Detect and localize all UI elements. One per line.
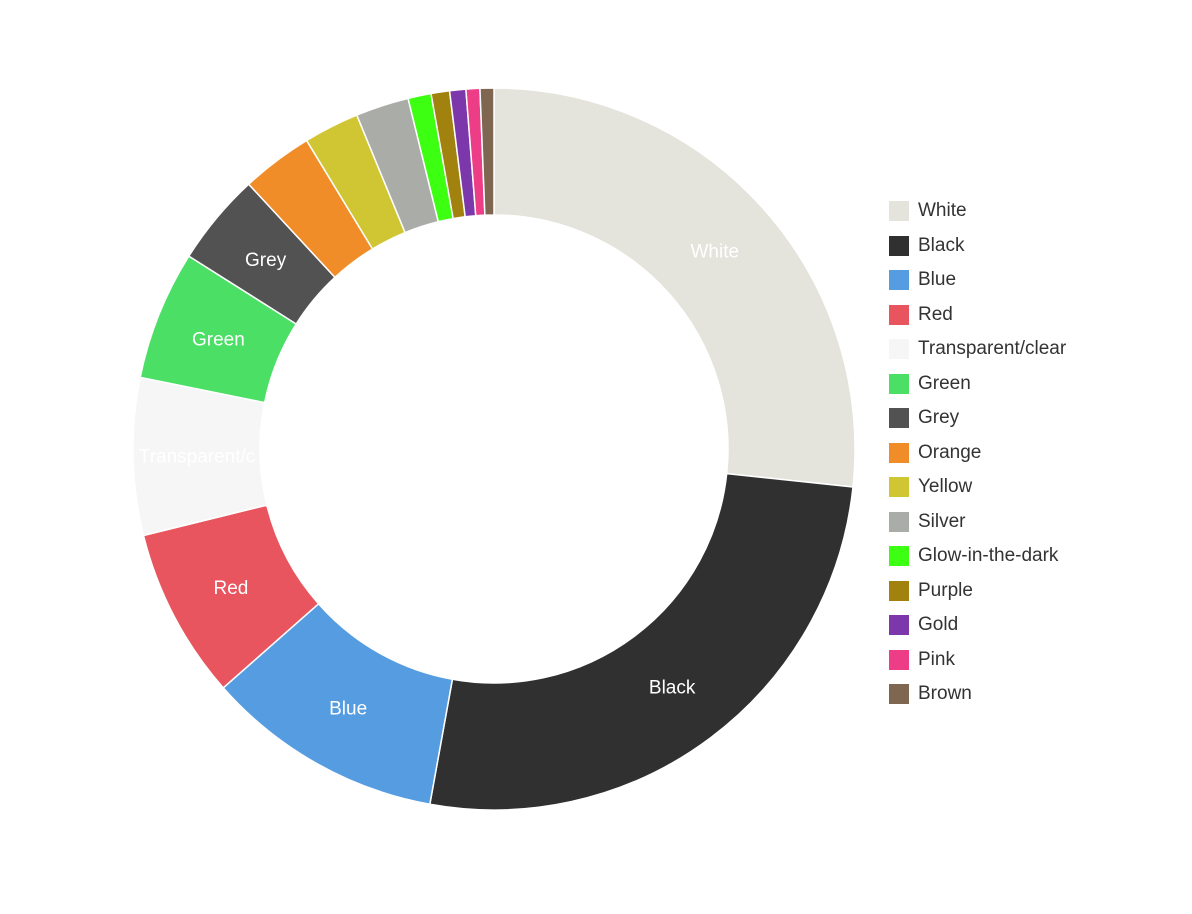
legend-label-transparent-clear: Transparent/clear [918, 338, 1067, 360]
slice-label-green: Green [192, 329, 245, 350]
legend-swatch-blue [889, 270, 909, 291]
legend-label-yellow: Yellow [918, 476, 973, 498]
legend-label-black: Black [918, 234, 965, 256]
slice-label-white: White [691, 241, 740, 262]
legend-item-green[interactable]: Green [889, 367, 1066, 402]
legend-label-grey: Grey [918, 407, 960, 429]
legend-item-yellow[interactable]: Yellow [889, 470, 1066, 505]
legend-swatch-brown [889, 684, 909, 705]
legend-swatch-purple [889, 580, 909, 601]
slice-label-blue: Blue [329, 699, 367, 720]
legend-item-glow-in-the-dark[interactable]: Glow-in-the-dark [889, 539, 1066, 574]
legend-label-silver: Silver [918, 510, 966, 532]
legend-swatch-green [889, 373, 909, 394]
legend-item-silver[interactable]: Silver [889, 505, 1066, 540]
legend-label-glow-in-the-dark: Glow-in-the-dark [918, 545, 1059, 567]
slice-label-red: Red [213, 578, 248, 599]
legend-item-white[interactable]: White [889, 194, 1066, 229]
slice-label-black: Black [649, 678, 696, 699]
legend-swatch-glow-in-the-dark [889, 546, 909, 567]
slice-label-grey: Grey [245, 250, 287, 271]
legend-item-pink[interactable]: Pink [889, 643, 1066, 678]
legend-label-gold: Gold [918, 614, 959, 636]
legend-item-transparent-clear[interactable]: Transparent/clear [889, 332, 1066, 367]
legend: White Black Blue Red Transparent/clear Green G… [889, 194, 1066, 712]
slice-brown[interactable] [479, 87, 495, 216]
legend-item-orange[interactable]: Orange [889, 436, 1066, 471]
legend-item-brown[interactable]: Brown [889, 677, 1066, 712]
legend-swatch-grey [889, 408, 909, 429]
legend-label-purple: Purple [918, 579, 973, 601]
legend-swatch-pink [889, 649, 909, 670]
legend-label-red: Red [918, 303, 953, 325]
legend-swatch-orange [889, 442, 909, 463]
legend-item-blue[interactable]: Blue [889, 263, 1066, 298]
legend-label-orange: Orange [918, 441, 982, 463]
legend-swatch-black [889, 235, 909, 256]
legend-label-brown: Brown [918, 683, 972, 705]
legend-item-gold[interactable]: Gold [889, 608, 1066, 643]
slice-black[interactable] [428, 472, 854, 811]
slice-label-transparent-clear: Transparent/c [139, 446, 256, 467]
legend-swatch-silver [889, 511, 909, 532]
legend-item-purple[interactable]: Purple [889, 574, 1066, 609]
legend-item-grey[interactable]: Grey [889, 401, 1066, 436]
legend-item-black[interactable]: Black [889, 229, 1066, 264]
legend-label-pink: Pink [918, 648, 955, 670]
legend-swatch-transparent-clear [889, 339, 909, 360]
legend-label-blue: Blue [918, 269, 957, 291]
legend-swatch-yellow [889, 477, 909, 498]
legend-label-green: Green [918, 372, 971, 394]
legend-swatch-red [889, 304, 909, 325]
legend-label-white: White [918, 200, 967, 222]
legend-item-red[interactable]: Red [889, 298, 1066, 333]
slice-white[interactable] [493, 87, 856, 488]
legend-swatch-white [889, 201, 909, 222]
legend-swatch-gold [889, 615, 909, 636]
